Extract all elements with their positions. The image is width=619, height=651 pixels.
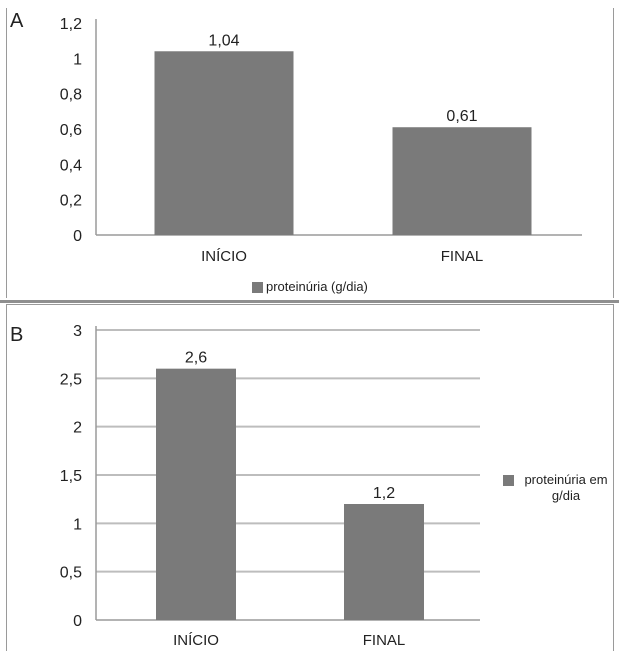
legend-a: proteinúria (g/dia)	[252, 279, 368, 294]
panel-a-frame	[6, 8, 614, 298]
chart-b-ytick-label: 1,5	[60, 468, 82, 485]
chart-b-ytick-label: 2	[73, 420, 82, 437]
chart-b-ytick-label: 2,5	[60, 371, 82, 388]
chart-a-ytick-label: 0,2	[60, 193, 82, 210]
chart-a-category-label: INÍCIO	[201, 248, 247, 265]
chart-a: 0 0,2 0,4 0,6 0,8 1 1,2 1,04 INÍCIO 0,61 FINAL	[60, 16, 582, 265]
chart-b-data-label: 1,2	[373, 485, 395, 502]
chart-a-bar	[392, 127, 532, 235]
chart-b-bar	[156, 368, 236, 620]
chart-b-category-label: INÍCIO	[173, 632, 219, 649]
chart-a-ytick-label: 0	[73, 228, 82, 245]
legend-b: proteinúria em g/dia	[503, 472, 615, 504]
panel-b: B 0 0,5 1 1,5 2 2,5 3 2,6 INÍCIO 1,2 FINAL	[0, 302, 619, 651]
chart-a-data-label: 1,04	[208, 32, 239, 49]
chart-b-ytick-label: 0,5	[60, 565, 82, 582]
chart-b-ytick-label: 0	[73, 613, 82, 630]
legend-a-label: proteinúria (g/dia)	[266, 279, 368, 294]
panel-a-label: A	[10, 10, 24, 32]
chart-b-ytick-label: 1	[73, 516, 82, 533]
panel-b-label: B	[10, 324, 24, 346]
panel-a: A 0 0,2 0,4 0,6 0,8 1 1,2 1,04 INÍCIO 0,61 FINAL p…	[0, 0, 619, 302]
chart-a-bar	[154, 51, 294, 236]
chart-a-data-label: 0,61	[446, 108, 477, 125]
chart-a-ytick-label: 0,8	[60, 87, 82, 104]
panel-b-frame	[6, 304, 614, 651]
panel-divider	[0, 300, 619, 303]
chart-a-category-label: FINAL	[441, 248, 484, 265]
chart-b: 0 0,5 1 1,5 2 2,5 3 2,6 INÍCIO 1,2 FINAL	[60, 323, 480, 649]
chart-a-ytick-label: 1	[73, 51, 82, 68]
chart-a-ytick-label: 0,4	[60, 157, 82, 174]
legend-b-label: proteinúria em g/dia	[524, 472, 608, 503]
legend-a-swatch	[252, 282, 263, 293]
chart-b-category-label: FINAL	[363, 632, 406, 649]
chart-a-ytick-label: 0,6	[60, 122, 82, 139]
chart-b-data-label: 2,6	[185, 350, 207, 367]
chart-a-ytick-label: 1,2	[60, 16, 82, 33]
legend-b-swatch	[503, 475, 514, 486]
chart-b-ytick-label: 3	[73, 323, 82, 340]
chart-b-bar	[344, 504, 424, 620]
